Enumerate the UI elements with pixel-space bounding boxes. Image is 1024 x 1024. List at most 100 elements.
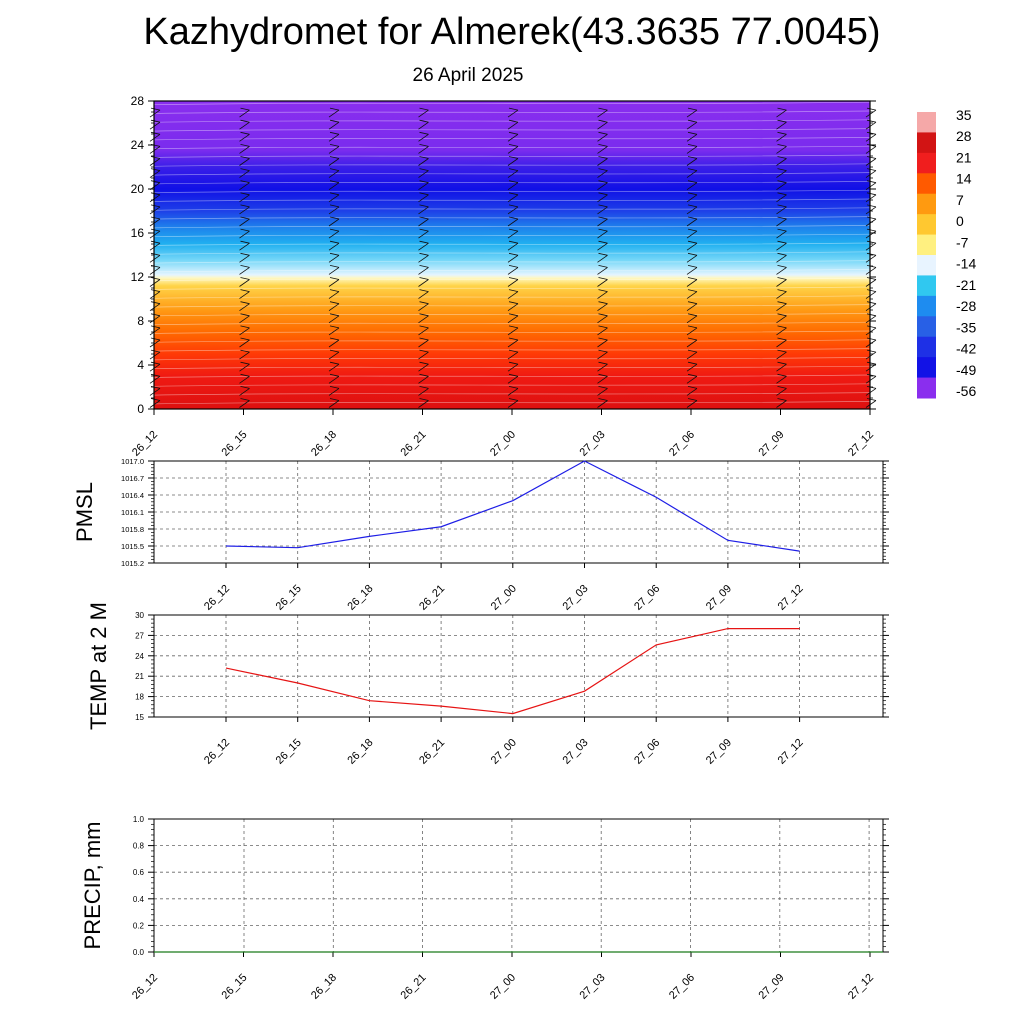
heatmap-y-tick-label: 16 xyxy=(131,226,145,240)
contour-line xyxy=(153,295,871,299)
wind-barb xyxy=(239,119,250,130)
wind-barb xyxy=(149,361,161,372)
wind-barb xyxy=(776,277,787,287)
wind-barb xyxy=(776,180,787,191)
wind-barb xyxy=(507,107,519,118)
wind-barb xyxy=(239,325,250,336)
y-tick-label: 24 xyxy=(135,652,144,661)
colorbar-label: 21 xyxy=(956,149,972,165)
y-tick-label: 1017.0 xyxy=(121,457,144,466)
wind-barb xyxy=(239,216,250,227)
y-tick-label: 15 xyxy=(135,713,144,722)
wind-barb xyxy=(149,349,161,360)
wind-barb xyxy=(507,156,519,166)
wind-barb xyxy=(686,168,698,178)
contour-line xyxy=(153,181,871,185)
wind-barb xyxy=(328,240,340,251)
wind-barb xyxy=(328,144,340,154)
x-tick-label: 26_21 xyxy=(417,583,447,613)
y-tick-label: 0.4 xyxy=(133,895,145,904)
y-tick-label: 1016.7 xyxy=(121,474,144,483)
colorbar-swatch xyxy=(917,132,936,154)
wind-barb xyxy=(328,252,340,263)
wind-barb xyxy=(507,119,519,130)
wind-barb xyxy=(328,361,340,372)
heatmap-x-tick-label: 27_00 xyxy=(488,429,518,459)
wind-barb xyxy=(686,373,698,384)
colorbar-label: 7 xyxy=(956,192,964,208)
contour-line xyxy=(153,128,871,132)
wind-barb xyxy=(418,325,429,336)
colorbar-swatch xyxy=(917,295,936,317)
wind-barb xyxy=(239,192,250,203)
y-tick-label: 0.6 xyxy=(133,868,145,877)
x-tick-label: 26_12 xyxy=(202,737,232,767)
wind-barb xyxy=(418,228,429,239)
wind-barb xyxy=(776,204,787,215)
y-tick-label: 18 xyxy=(135,693,144,702)
wind-barb xyxy=(418,265,429,275)
wind-barb xyxy=(507,289,519,299)
x-tick-label: 26_21 xyxy=(399,972,429,1002)
wind-barb xyxy=(149,325,161,336)
wind-barb xyxy=(507,228,519,239)
x-tick-label: 27_00 xyxy=(489,583,519,613)
heatmap-x-tick-label: 26_12 xyxy=(130,429,160,459)
heatmap-field xyxy=(154,101,870,409)
wind-barb xyxy=(507,265,519,275)
wind-barb xyxy=(865,180,877,191)
colorbar: 35 28 21 14 7 0 -7 -14 -21 -28 -35 -42 -49 -56 xyxy=(917,107,976,399)
colorbar-swatch xyxy=(917,275,936,297)
wind-barb xyxy=(418,131,429,142)
wind-barb xyxy=(239,252,250,263)
wind-barb xyxy=(418,398,429,408)
contour-line xyxy=(153,277,871,282)
wind-barb xyxy=(328,289,340,299)
wind-barb xyxy=(686,349,698,360)
heatmap-y-tick-label: 12 xyxy=(131,270,145,284)
wind-barb xyxy=(149,156,161,166)
wind-barb xyxy=(597,361,608,372)
y-tick-label: 1015.8 xyxy=(121,525,144,534)
wind-barb xyxy=(328,301,340,312)
colorbar-swatch xyxy=(917,173,936,195)
temp-panel-grid xyxy=(154,615,883,717)
wind-barb xyxy=(239,373,250,384)
wind-barb xyxy=(418,337,429,348)
wind-barb xyxy=(507,131,519,142)
x-tick-label: 27_03 xyxy=(561,737,591,767)
y-tick-label: 21 xyxy=(135,672,144,681)
wind-barb xyxy=(597,228,608,239)
wind-barb xyxy=(149,192,161,203)
wind-barb xyxy=(418,180,429,191)
contour-line xyxy=(153,198,871,202)
x-tick-label: 26_18 xyxy=(309,972,339,1002)
wind-barb xyxy=(865,240,877,251)
heatmap-x-tick-label: 26_15 xyxy=(220,429,250,459)
wind-barb xyxy=(776,265,787,275)
wind-barb xyxy=(328,192,340,203)
x-tick-label: 26_15 xyxy=(220,972,250,1002)
wind-barb xyxy=(686,398,698,408)
wind-barb xyxy=(776,386,787,396)
wind-barb xyxy=(776,131,787,142)
wind-barb xyxy=(328,156,340,166)
wind-barb xyxy=(865,107,877,118)
wind-barb xyxy=(328,277,340,287)
wind-barb xyxy=(507,277,519,287)
wind-barb xyxy=(865,252,877,263)
wind-barb xyxy=(328,313,340,324)
precip-panel: 0.0 0.2 0.4 0.6 0.8 1.0 26_12 26_15 26_18 26_21 27… xyxy=(80,815,889,1002)
wind-barb xyxy=(686,192,698,203)
y-tick-label: 1015.5 xyxy=(121,542,144,551)
contour-line xyxy=(153,339,871,343)
wind-barb xyxy=(149,168,161,178)
wind-barb xyxy=(328,325,340,336)
precip-panel-grid xyxy=(154,819,883,952)
wind-barb xyxy=(597,107,608,118)
wind-barb xyxy=(239,180,250,191)
wind-barb xyxy=(597,277,608,287)
x-tick-label: 26_18 xyxy=(345,737,375,767)
wind-barb xyxy=(865,204,877,215)
wind-barb xyxy=(686,216,698,227)
